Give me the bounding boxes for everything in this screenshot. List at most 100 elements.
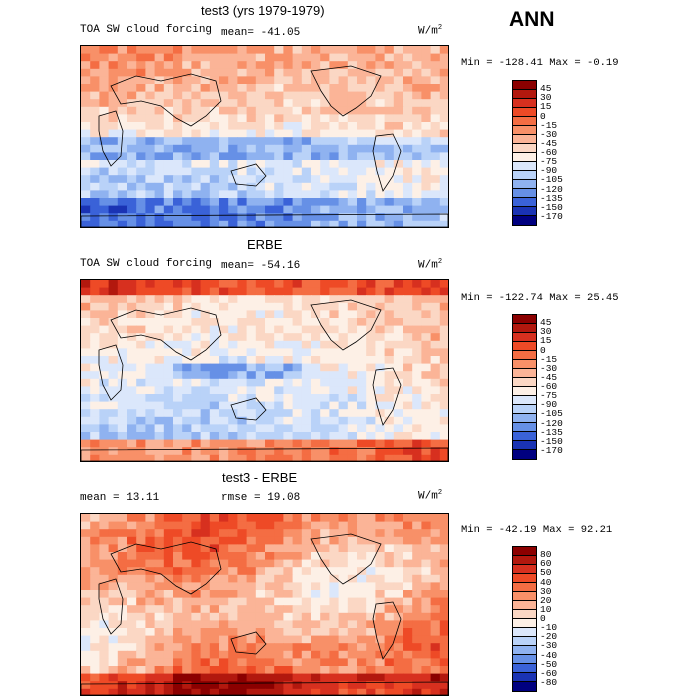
colorbar-swatch — [513, 556, 536, 565]
panel-2-mean: mean= -54.16 — [221, 260, 301, 272]
panel-3-map-field — [81, 514, 448, 695]
colorbar-label: -60 — [540, 147, 558, 158]
colorbar-swatch — [513, 414, 536, 423]
colorbar-swatch — [513, 126, 536, 135]
colorbar-swatch — [513, 90, 536, 99]
colorbar-label: 15 — [540, 335, 552, 347]
colorbar-label: -90 — [540, 165, 558, 177]
colorbar-swatch — [513, 441, 536, 450]
panel-3-mean: mean = 13.11 — [80, 492, 160, 504]
colorbar-label: 15 — [540, 101, 552, 113]
panel-3-minmax: Min = -42.19 Max = 92.21 — [461, 524, 613, 536]
colorbar-swatch — [513, 189, 536, 198]
panel-1-colorbar — [512, 80, 537, 226]
colorbar-label: 20 — [540, 594, 552, 606]
panel-1-units: W/m2 — [418, 24, 443, 38]
panel-3-title: test3 - ERBE — [222, 470, 298, 485]
colorbar-label: 30 — [540, 585, 552, 597]
colorbar-swatch — [513, 342, 536, 351]
colorbar-label: -150 — [540, 201, 563, 213]
colorbar-swatch — [513, 637, 536, 646]
colorbar-label: -105 — [540, 408, 563, 420]
colorbar-label: -170 — [540, 444, 563, 456]
panel-1-minmax: Min = -128.41 Max = -0.19 — [461, 57, 619, 69]
colorbar-label: -15 — [540, 353, 558, 365]
colorbar-swatch — [513, 198, 536, 207]
colorbar-swatch — [513, 360, 536, 369]
colorbar-swatch — [513, 180, 536, 189]
colorbar-swatch — [513, 682, 536, 691]
colorbar-label: -30 — [540, 128, 558, 140]
panel-2-variable: TOA SW cloud forcing — [80, 258, 213, 270]
colorbar-swatch — [513, 216, 536, 225]
colorbar-label: 50 — [540, 567, 552, 579]
colorbar-swatch — [513, 378, 536, 387]
colorbar-label: -75 — [540, 390, 558, 402]
colorbar-label: -80 — [540, 676, 558, 688]
colorbar-swatch — [513, 81, 536, 90]
colorbar-swatch — [513, 117, 536, 126]
panel-1-map-field — [81, 46, 448, 227]
colorbar-label: -20 — [540, 631, 558, 643]
panel-2-title: ERBE — [247, 237, 283, 252]
colorbar-label: -105 — [540, 174, 563, 186]
colorbar-label: 45 — [540, 83, 552, 95]
colorbar-swatch — [513, 565, 536, 574]
colorbar-label: 30 — [540, 92, 552, 104]
colorbar-label: -45 — [540, 137, 558, 149]
colorbar-label: 10 — [540, 603, 552, 615]
colorbar-swatch — [513, 673, 536, 682]
panel-1-variable: TOA SW cloud forcing — [80, 24, 213, 36]
panel-2-map — [80, 279, 449, 462]
colorbar-label: 0 — [540, 110, 546, 122]
colorbar-label: -170 — [540, 210, 563, 222]
colorbar-swatch — [513, 574, 536, 583]
colorbar-swatch — [513, 655, 536, 664]
colorbar-swatch — [513, 583, 536, 592]
colorbar-label: -135 — [540, 426, 563, 438]
colorbar-swatch — [513, 135, 536, 144]
colorbar-swatch — [513, 396, 536, 405]
colorbar-swatch — [513, 99, 536, 108]
colorbar-swatch — [513, 144, 536, 153]
colorbar-swatch — [513, 171, 536, 180]
colorbar-label: 30 — [540, 326, 552, 338]
panel-1-map — [80, 45, 449, 228]
colorbar-label: 60 — [540, 558, 552, 570]
colorbar-label: -90 — [540, 399, 558, 411]
colorbar-label: -45 — [540, 371, 558, 383]
colorbar-swatch — [513, 315, 536, 324]
colorbar-swatch — [513, 432, 536, 441]
colorbar-swatch — [513, 610, 536, 619]
colorbar-swatch — [513, 351, 536, 360]
panel-1-mean: mean= -41.05 — [221, 27, 301, 39]
colorbar-swatch — [513, 592, 536, 601]
colorbar-swatch — [513, 108, 536, 117]
colorbar-label: -40 — [540, 649, 558, 661]
colorbar-label: -30 — [540, 362, 558, 374]
colorbar-swatch — [513, 547, 536, 556]
panel-2-map-field — [81, 280, 448, 461]
colorbar-label: -60 — [540, 667, 558, 679]
colorbar-swatch — [513, 619, 536, 628]
panel-3-colorbar — [512, 546, 537, 692]
colorbar-swatch — [513, 664, 536, 673]
colorbar-swatch — [513, 369, 536, 378]
colorbar-swatch — [513, 450, 536, 459]
panel-3-units: W/m2 — [418, 489, 443, 503]
colorbar-label: -120 — [540, 417, 563, 429]
panel-2-colorbar — [512, 314, 537, 460]
colorbar-swatch — [513, 423, 536, 432]
colorbar-label: 0 — [540, 613, 546, 624]
colorbar-label: -30 — [540, 640, 558, 652]
colorbar-label: -150 — [540, 435, 563, 447]
colorbar-label: -120 — [540, 183, 563, 195]
panel-1-title: test3 (yrs 1979-1979) — [201, 3, 325, 18]
colorbar-swatch — [513, 646, 536, 655]
colorbar-label: -10 — [540, 622, 558, 634]
colorbar-label: 45 — [540, 317, 552, 329]
colorbar-label: 40 — [540, 576, 552, 588]
colorbar-swatch — [513, 162, 536, 171]
panel-2-minmax: Min = -122.74 Max = 25.45 — [461, 292, 619, 304]
panel-3-rmse: rmse = 19.08 — [221, 492, 301, 504]
